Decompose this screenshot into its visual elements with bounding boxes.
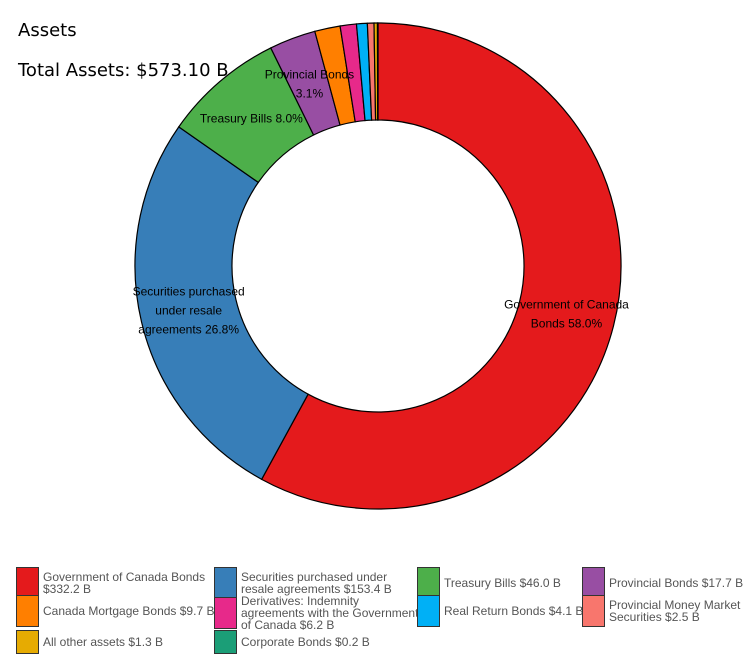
legend-item[interactable]: Provincial Bonds $17.7 B (582, 567, 743, 599)
legend-label: Canada Mortgage Bonds $9.7 B (43, 605, 214, 617)
legend-label: Real Return Bonds $4.1 B (444, 605, 583, 617)
slice-corporate-bonds[interactable] (376, 22, 379, 121)
legend-label-line: resale agreements $153.4 B (241, 582, 392, 596)
legend-item[interactable]: Securities purchased under resale agreeme… (214, 567, 392, 599)
legend-swatch (582, 595, 605, 627)
slice-label-line: Provincial Bonds (265, 67, 354, 81)
slice-label: Government of Canada Bonds 58.0% (504, 298, 629, 331)
legend-label-line: agreements with the Government (241, 606, 419, 620)
legend-label-line: $332.2 B (43, 582, 92, 596)
legend-item[interactable]: Real Return Bonds $4.1 B (417, 595, 583, 627)
legend-swatch (16, 630, 39, 654)
legend-swatch (16, 595, 39, 627)
legend-label-line: Provincial Bonds $17.7 B (609, 576, 744, 590)
slice-label-line: agreements 26.8% (138, 323, 239, 337)
legend-item[interactable]: Government of Canada Bonds $332.2 B (16, 567, 205, 599)
slice-label: Securities purchased under resale agreemen… (133, 285, 245, 337)
slice-label-line: 3.1% (296, 86, 324, 100)
slice-label: Provincial Bonds 3.1% (265, 67, 354, 100)
legend-label: Provincial Money Market Securities $2.5 B (609, 599, 740, 623)
legend-label: Corporate Bonds $0.2 B (241, 636, 370, 648)
legend-swatch (417, 595, 440, 627)
legend-label-line: All other assets $1.3 B (43, 635, 164, 649)
legend-swatch (214, 630, 237, 654)
legend-label-line: of Canada $6.2 B (241, 618, 335, 632)
legend-label-line: Canada Mortgage Bonds $9.7 B (43, 604, 215, 618)
legend-label-line: Securities $2.5 B (609, 610, 700, 624)
slice-label-line: Bonds 58.0% (531, 317, 603, 331)
legend-label-line: Derivatives: Indemnity (241, 594, 360, 608)
slice-label: Treasury Bills 8.0% (200, 111, 303, 125)
legend-label: Securities purchased under resale agreeme… (241, 571, 392, 595)
legend-label: Treasury Bills $46.0 B (444, 577, 561, 589)
legend-label-line: Government of Canada Bonds (43, 570, 206, 584)
legend-item[interactable]: Provincial Money Market Securities $2.5 B (582, 595, 740, 627)
legend-label-line: Treasury Bills $46.0 B (444, 576, 561, 590)
legend-label-line: Corporate Bonds $0.2 B (241, 635, 370, 649)
slice-label-line: Treasury Bills 8.0% (200, 111, 303, 125)
legend-label-line: Real Return Bonds $4.1 B (444, 604, 584, 618)
legend-label-line: Securities purchased under (241, 570, 388, 584)
donut-chart: Government of Canada Bonds 58.0% Securitie… (133, 22, 629, 510)
legend-item[interactable]: All other assets $1.3 B (16, 630, 163, 654)
slice-label-line: Government of Canada (504, 298, 629, 312)
legend-label-line: Provincial Money Market (609, 598, 741, 612)
chart-title: Assets (18, 20, 77, 41)
slice-government-of-canada-bonds[interactable] (260, 22, 622, 510)
legend-label: Provincial Bonds $17.7 B (609, 577, 743, 589)
legend-label: All other assets $1.3 B (43, 636, 163, 648)
slice-label-line: under resale (155, 304, 222, 318)
legend-label: Government of Canada Bonds $332.2 B (43, 571, 205, 595)
legend-item[interactable]: Derivatives: Indemnity agreements with th… (214, 595, 418, 631)
total-assets: Total Assets: $573.10 B (18, 60, 229, 81)
legend-label: Derivatives: Indemnity agreements with th… (241, 595, 418, 631)
legend-item[interactable]: Canada Mortgage Bonds $9.7 B (16, 595, 214, 627)
legend-swatch (214, 597, 237, 629)
slice-securities-purchased-under-resale-agreements[interactable] (134, 126, 309, 481)
legend-item[interactable]: Corporate Bonds $0.2 B (214, 630, 370, 654)
slice-label-line: Securities purchased (133, 285, 245, 299)
